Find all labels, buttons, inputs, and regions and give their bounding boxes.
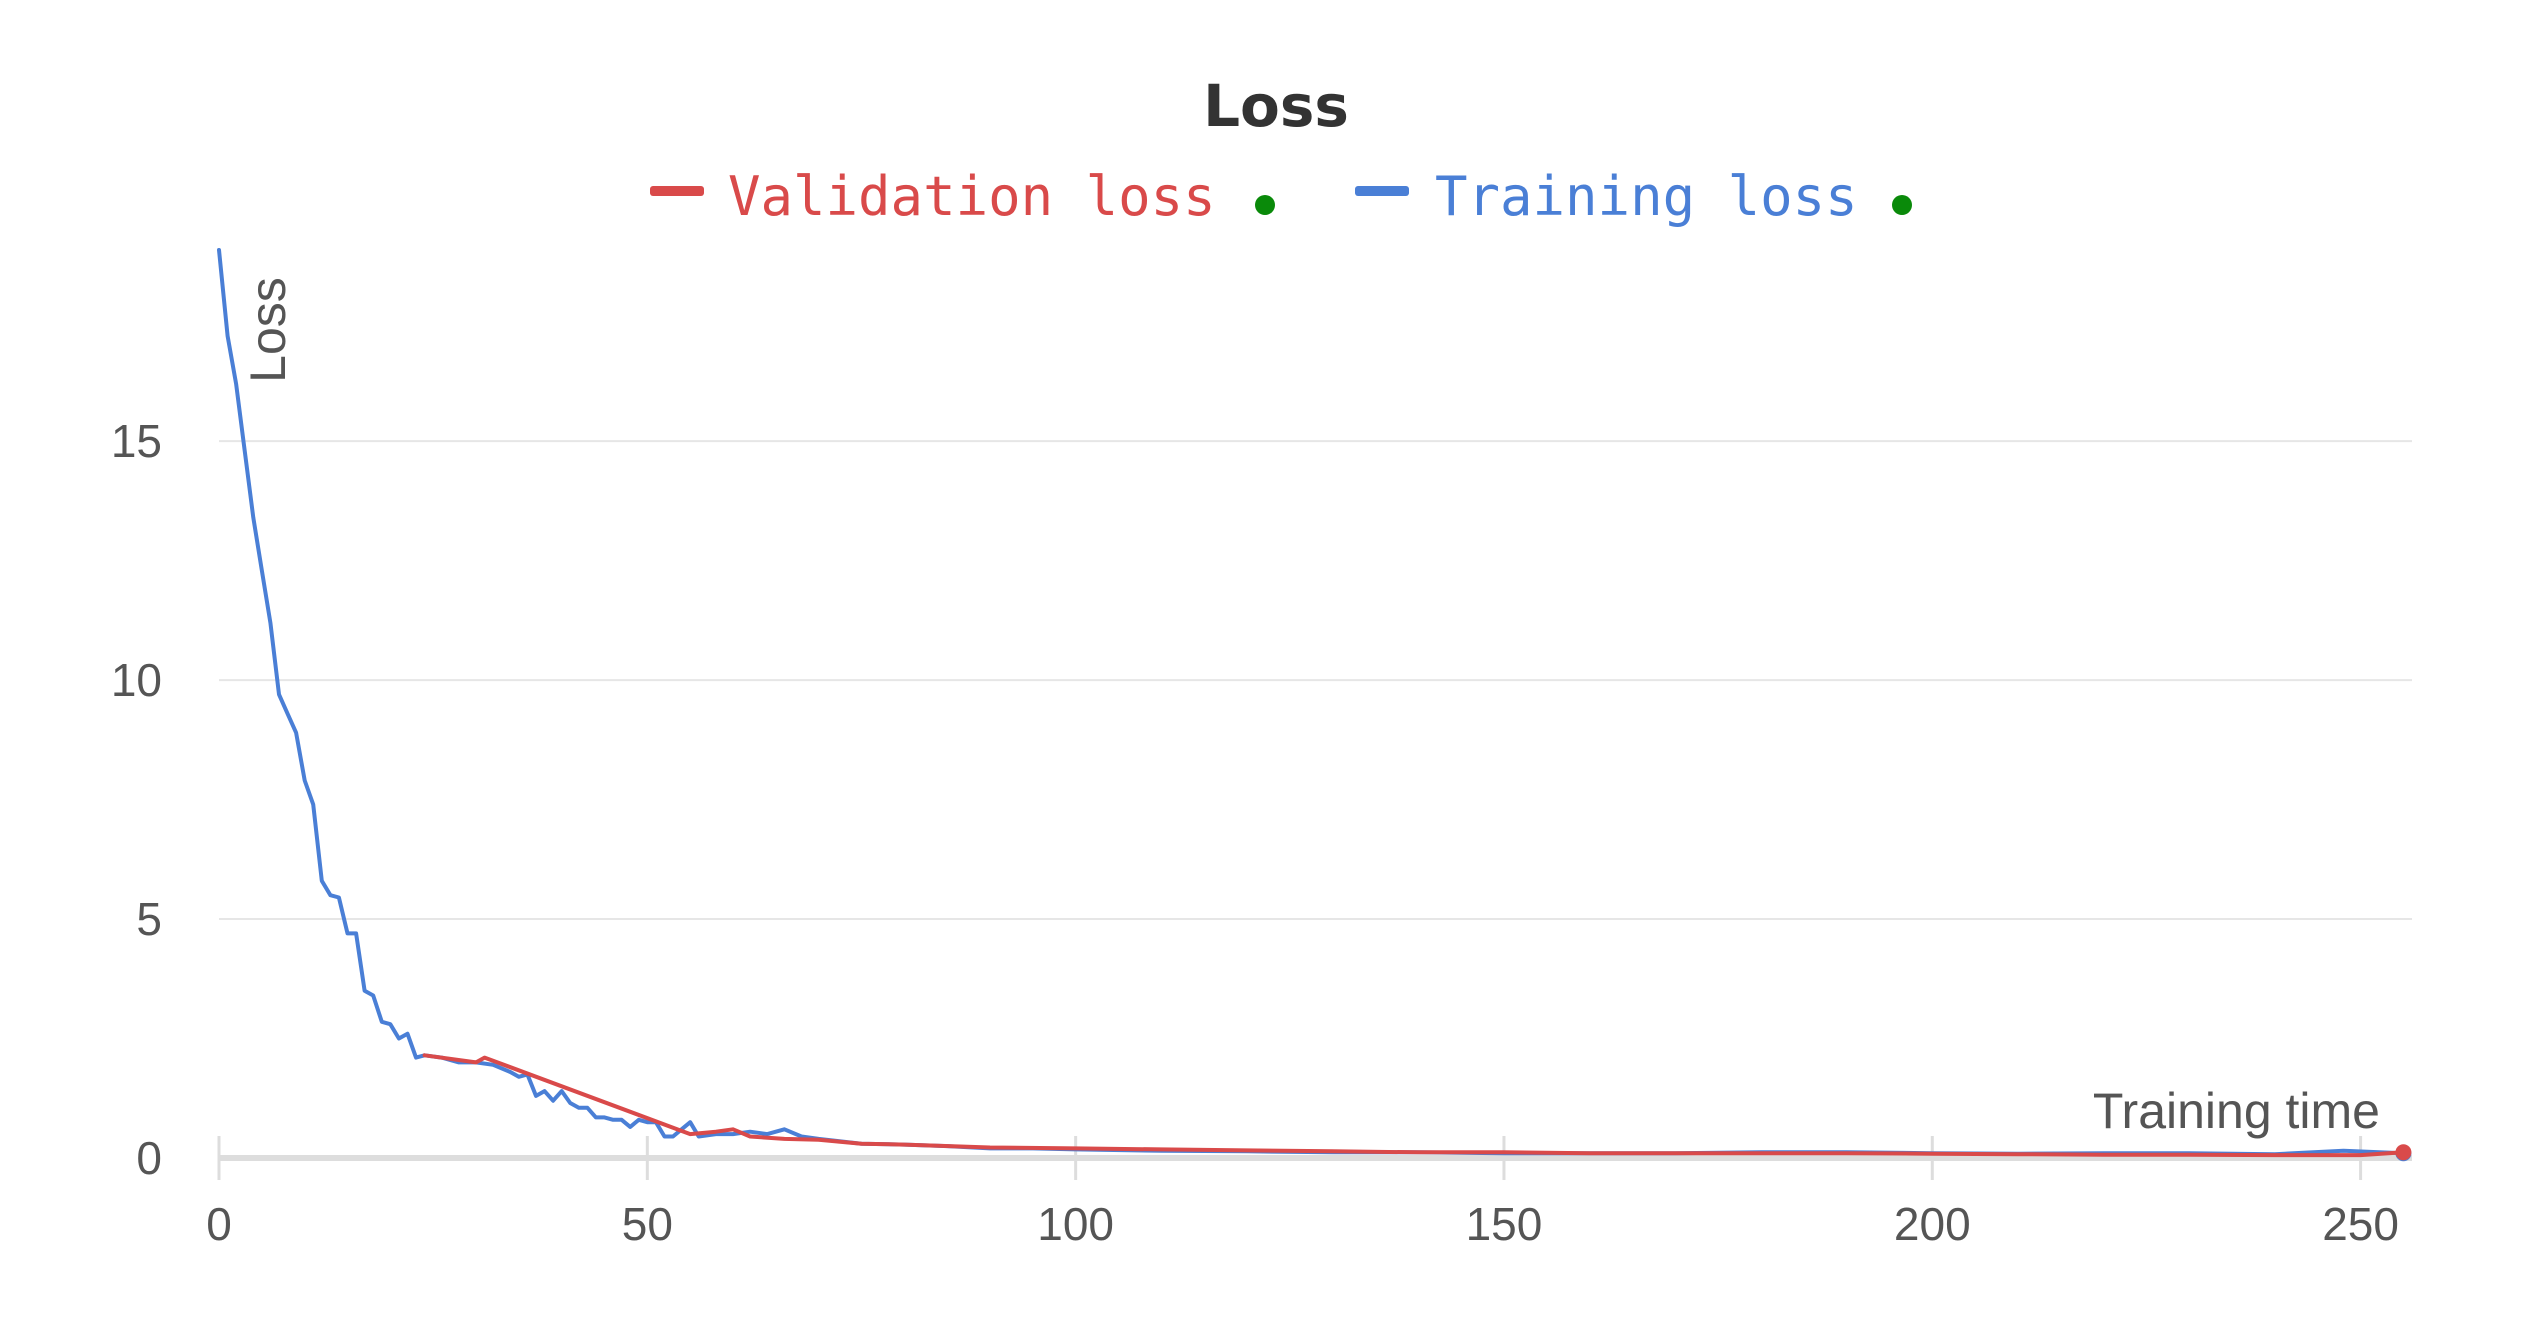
legend: Validation loss Training loss — [650, 165, 1912, 228]
x-tick-label: 0 — [206, 1198, 232, 1250]
series-endpoint-validation-loss[interactable] — [2395, 1144, 2412, 1161]
y-tick-label: 5 — [136, 893, 162, 945]
y-tick-label: 15 — [111, 415, 162, 467]
legend-swatch-validation-loss — [650, 186, 704, 196]
series-line-validation-loss[interactable] — [422, 1053, 2406, 1158]
legend-item-training-loss[interactable]: Training loss — [1355, 165, 1912, 228]
legend-swatch-training-loss — [1355, 186, 1409, 196]
x-tick-label: 250 — [2322, 1198, 2399, 1250]
status-dot-icon — [1255, 195, 1275, 215]
x-tick-label: 100 — [1037, 1198, 1114, 1250]
x-tick-label: 200 — [1894, 1198, 1971, 1250]
legend-item-validation-loss[interactable]: Validation loss — [650, 165, 1275, 228]
x-tick-label: 50 — [622, 1198, 673, 1250]
y-axis-label: Loss — [240, 277, 296, 383]
x-tick-label: 150 — [1466, 1198, 1543, 1250]
series-line-training-loss[interactable] — [217, 248, 2406, 1157]
y-tick-label: 10 — [111, 654, 162, 706]
legend-label-training-loss: Training loss — [1435, 165, 1858, 228]
status-dot-icon — [1892, 195, 1912, 215]
series-lines — [217, 248, 2412, 1162]
legend-label-validation-loss: Validation loss — [728, 165, 1216, 228]
grid-lines — [219, 440, 2412, 921]
chart-title: Loss — [1203, 72, 1349, 140]
y-tick-label: 0 — [136, 1132, 162, 1184]
x-axis-label: Training time — [2093, 1083, 2380, 1139]
